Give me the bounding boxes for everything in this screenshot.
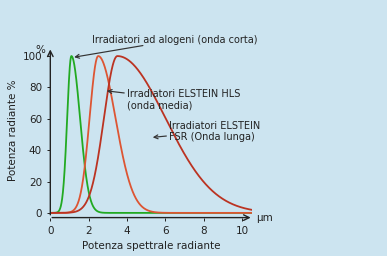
Text: Irradiatori ad alogeni (onda corta): Irradiatori ad alogeni (onda corta) bbox=[75, 35, 258, 58]
Text: μm: μm bbox=[256, 212, 273, 223]
Y-axis label: Potenza radiante %: Potenza radiante % bbox=[8, 80, 18, 181]
Text: Irradiatori ELSTEIN
FSR (Onda lunga): Irradiatori ELSTEIN FSR (Onda lunga) bbox=[154, 121, 260, 142]
Text: Irradiatori ELSTEIN HLS
(onda media): Irradiatori ELSTEIN HLS (onda media) bbox=[108, 89, 240, 111]
X-axis label: Potenza spettrale radiante: Potenza spettrale radiante bbox=[82, 241, 220, 251]
Text: %: % bbox=[36, 45, 46, 55]
